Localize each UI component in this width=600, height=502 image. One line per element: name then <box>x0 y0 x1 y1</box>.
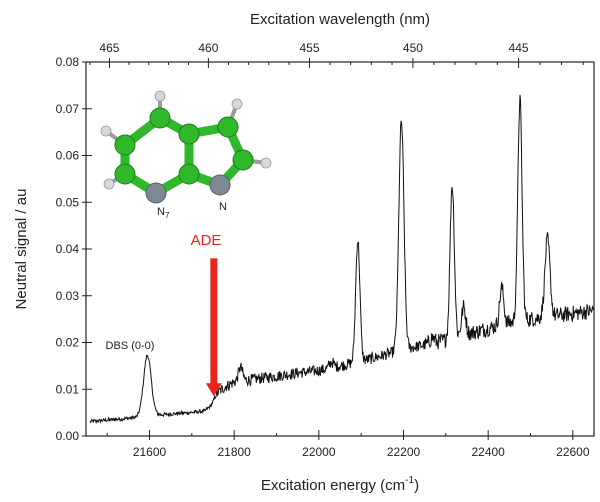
x-axis-title-superscript: -1 <box>405 475 414 486</box>
y-tick-label: 0.03 <box>56 289 80 303</box>
x-tick-label: 22400 <box>471 445 505 459</box>
x-axis-title: Excitation energy (cm-1) <box>261 475 419 494</box>
top-tick-label: 465 <box>99 41 119 55</box>
y-tick-label: 0.08 <box>56 55 80 69</box>
x-axis-title-main: Excitation energy (cm <box>261 477 405 494</box>
molecule-structure: N7 N <box>100 90 272 220</box>
y-tick-label: 0.07 <box>56 102 80 116</box>
top-tick-label: 455 <box>300 41 320 55</box>
x-tick-label: 22200 <box>387 445 421 459</box>
y-axis-title: Neutral signal / au <box>13 189 30 310</box>
n7-subscript: 7 <box>165 211 170 220</box>
tick-labels-layer: 21600 21800 22000 22200 22400 22600 0.00 0.01 0.… <box>56 41 590 459</box>
y-tick-label: 0.06 <box>56 149 80 163</box>
ade-arrow-shaft <box>210 258 218 385</box>
top-tick-label: 450 <box>403 41 423 55</box>
molecule-label-n: N <box>219 201 227 213</box>
ade-arrow <box>205 258 222 397</box>
x-tick-label: 22600 <box>556 445 590 459</box>
y-tick-label: 0.01 <box>56 382 80 396</box>
x-axis-title-close: ) <box>414 477 419 494</box>
top-tick-label: 460 <box>198 41 218 55</box>
top-axis-title: Excitation wavelength (nm) <box>250 11 430 28</box>
top-tick-label: 445 <box>509 41 529 55</box>
n7-text: N <box>157 206 165 218</box>
y-tick-label: 0.05 <box>56 195 80 209</box>
annotation-ade: ADE <box>191 232 222 249</box>
y-tick-label: 0.00 <box>56 429 80 443</box>
x-tick-label: 22000 <box>302 445 336 459</box>
x-tick-label: 21800 <box>217 445 251 459</box>
annotation-dbs: DBS (0-0) <box>106 340 155 352</box>
x-tick-label: 21600 <box>133 445 167 459</box>
y-tick-label: 0.04 <box>56 242 80 256</box>
spectrum-line <box>89 94 595 425</box>
ticks-layer <box>82 58 584 440</box>
molecule-label-n7: N7 <box>157 206 170 220</box>
ade-arrow-head <box>205 383 222 397</box>
y-tick-label: 0.02 <box>56 336 80 350</box>
